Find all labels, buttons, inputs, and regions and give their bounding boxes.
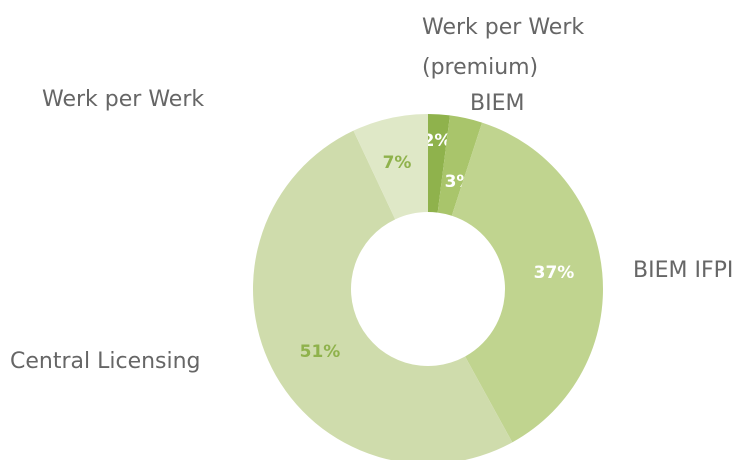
value-label: 51%: [300, 342, 341, 362]
value-label: 37%: [534, 263, 575, 283]
category-label: BIEM: [470, 91, 525, 116]
slice: [451, 122, 603, 443]
category-label: Werk per Werk: [42, 87, 205, 112]
value-label: 7%: [383, 153, 412, 173]
slice: [253, 130, 513, 460]
category-label: Central Licensing: [10, 349, 201, 374]
category-label: Werk per Werk (premium): [422, 15, 585, 80]
category-label: BIEM IFPI: [633, 258, 734, 283]
slice: [428, 114, 450, 213]
slice: [437, 115, 483, 216]
value-label: 2%: [423, 131, 452, 151]
slice: [353, 114, 428, 220]
